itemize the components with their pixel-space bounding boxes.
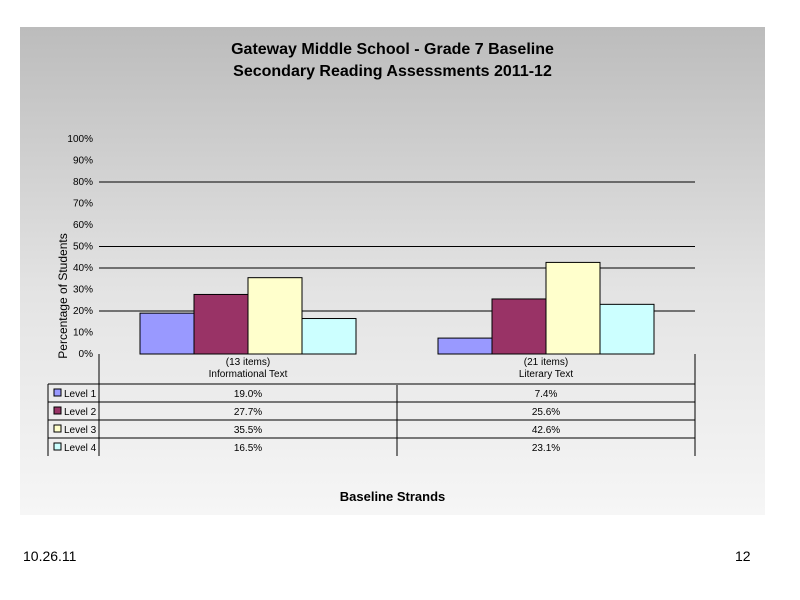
bar-level-2 — [491, 298, 547, 355]
category-label: Informational Text — [209, 369, 288, 380]
data-value-label: 16.5% — [234, 443, 262, 454]
y-tick-label: 100% — [67, 134, 93, 145]
chart-title: Gateway Middle School - Grade 7 Baseline — [231, 41, 554, 58]
legend-swatch — [53, 424, 62, 433]
footer-page-number: 12 — [735, 548, 751, 564]
y-tick-label: 80% — [73, 177, 93, 188]
data-value-label: 42.6% — [532, 425, 560, 436]
y-tick-label: 60% — [73, 220, 93, 231]
y-tick-label: 30% — [73, 285, 93, 296]
bar-level-3 — [545, 261, 601, 355]
x-axis-label: Baseline Strands — [339, 489, 446, 504]
data-value-label: 19.0% — [234, 389, 262, 400]
bar-level-4 — [301, 318, 357, 355]
category-items-label: (21 items) — [524, 357, 568, 368]
chart-panel: Gateway Middle School - Grade 7 Baseline… — [20, 27, 765, 515]
chart-plot: 0% 10% 20% 30% 40% 50% 60% 70% 80% 90% 100% (13 ite… — [47, 134, 696, 456]
bar-level-4 — [599, 303, 655, 355]
legend-swatch — [53, 442, 62, 451]
data-value-label: 23.1% — [532, 443, 560, 454]
footer-date: 10.26.11 — [23, 548, 77, 564]
bar-level-2 — [193, 293, 249, 355]
bar-level-3 — [247, 277, 303, 355]
legend-swatch — [53, 388, 62, 397]
category-items-label: (13 items) — [226, 357, 270, 368]
legend-label: Level 1 — [64, 389, 97, 400]
chart-subtitle: Secondary Reading Assessments 2011-12 — [233, 63, 552, 80]
y-tick-label: 90% — [73, 156, 93, 167]
data-value-label: 27.7% — [234, 407, 262, 418]
legend-label: Level 4 — [64, 443, 97, 454]
y-tick-label: 40% — [73, 263, 93, 274]
y-tick-label: 10% — [73, 328, 93, 339]
legend-label: Level 3 — [64, 425, 97, 436]
y-tick-label: 20% — [73, 306, 93, 317]
y-tick-label: 70% — [73, 199, 93, 210]
legend-swatch — [53, 406, 62, 415]
category-label: Literary Text — [519, 369, 574, 380]
data-value-label: 7.4% — [535, 389, 558, 400]
y-tick-label: 0% — [79, 349, 94, 360]
bar-level-1 — [437, 337, 493, 355]
bar-level-1 — [139, 312, 195, 355]
data-value-label: 35.5% — [234, 425, 262, 436]
legend-label: Level 2 — [64, 407, 97, 418]
y-tick-label: 50% — [73, 242, 93, 253]
data-value-label: 25.6% — [532, 407, 560, 418]
